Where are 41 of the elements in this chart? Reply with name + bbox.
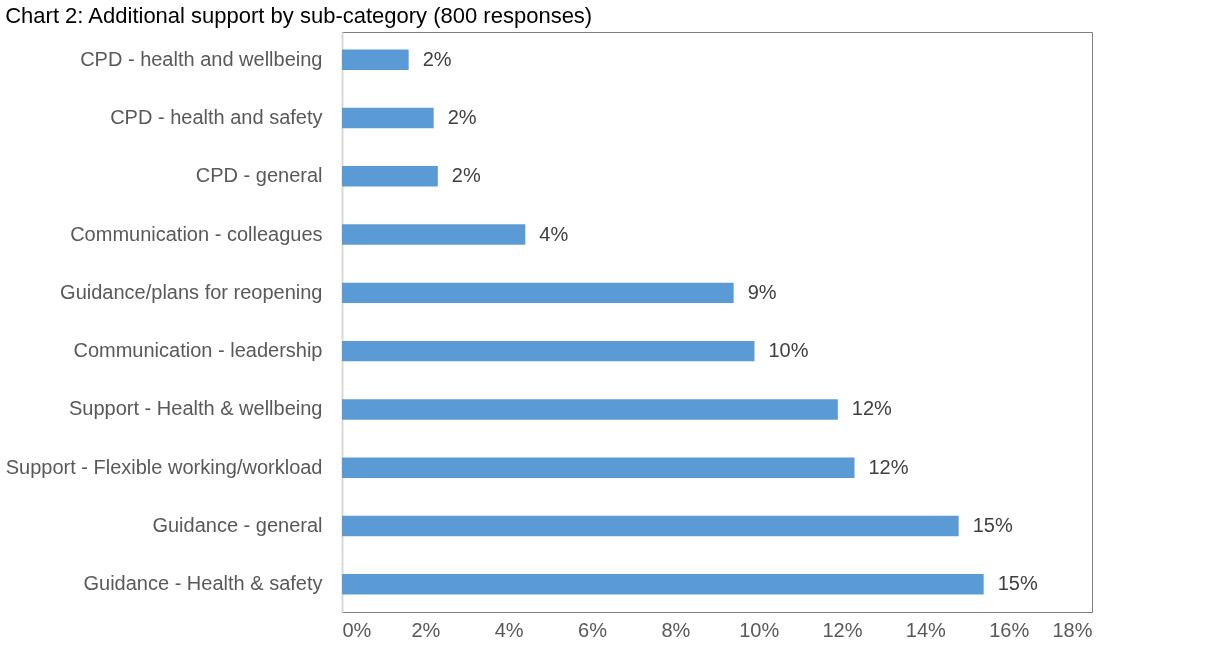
y-tick-label: CPD - health and wellbeing xyxy=(80,47,323,70)
bar xyxy=(342,282,734,304)
x-tick-label: 16% xyxy=(989,618,1030,641)
data-label: 4% xyxy=(539,222,569,245)
data-label: 10% xyxy=(768,339,809,362)
data-label: 2% xyxy=(447,105,477,128)
bar xyxy=(342,107,434,129)
data-label: 9% xyxy=(747,280,777,303)
data-label: 15% xyxy=(972,514,1013,537)
x-tick-label: 6% xyxy=(578,618,608,641)
x-tick-label: 4% xyxy=(494,618,524,641)
y-tick-label: Communication - colleagues xyxy=(70,222,323,245)
y-tick-label: CPD - general xyxy=(195,164,323,187)
bar xyxy=(342,224,526,245)
x-tick-label: 2% xyxy=(411,618,441,641)
y-tick-label: CPD - health and safety xyxy=(110,105,323,128)
y-tick-label: Communication - leadership xyxy=(73,339,323,362)
bar xyxy=(342,166,438,187)
x-tick-label: 10% xyxy=(739,618,780,641)
chart-title: Chart 2: Additional support by sub-category (800 responses) xyxy=(5,3,593,28)
bar xyxy=(342,49,409,70)
data-label: 12% xyxy=(851,397,893,420)
bar xyxy=(342,515,959,537)
y-tick-label: Support - Health & wellbeing xyxy=(69,397,323,420)
bar xyxy=(342,399,838,420)
y-tick-label: Guidance - Health & safety xyxy=(83,572,323,595)
bar xyxy=(342,340,755,362)
bar xyxy=(342,457,855,478)
y-tick-label: Guidance - general xyxy=(152,514,323,537)
x-tick-label: 18% xyxy=(1052,618,1093,641)
data-label: 2% xyxy=(451,164,481,187)
data-label: 15% xyxy=(997,572,1038,595)
y-tick-label: Support - Flexible working/workload xyxy=(5,455,323,478)
x-tick-label: 14% xyxy=(905,618,947,641)
x-tick-label: 8% xyxy=(661,618,691,641)
x-tick-label: 12% xyxy=(822,618,863,641)
data-label: 2% xyxy=(422,47,452,70)
x-tick-label: 0% xyxy=(342,618,372,641)
bar xyxy=(342,574,984,595)
data-label: 12% xyxy=(868,455,909,478)
y-tick-label: Guidance/plans for reopening xyxy=(60,280,323,303)
